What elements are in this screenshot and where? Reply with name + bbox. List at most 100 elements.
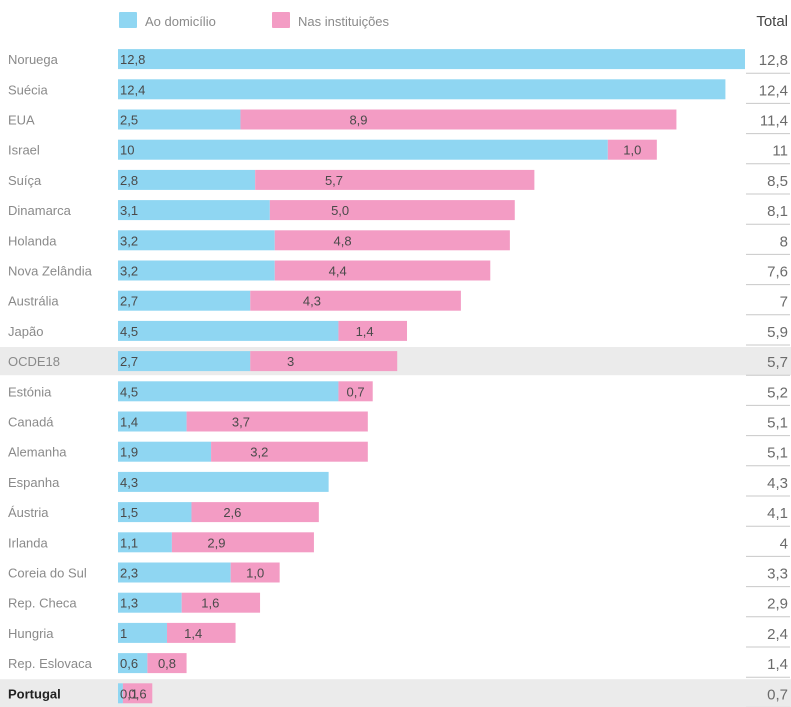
legend-swatch-domicile <box>119 12 137 28</box>
row-hungria: Hungria 1 1,4 2,4 <box>8 622 790 648</box>
value-label-institutions-hungria: 1,4 <box>184 626 202 641</box>
value-label-institutions-rep-eslovaca: 0,8 <box>158 656 176 671</box>
bar-domicile-suica <box>118 169 256 190</box>
category-label-portugal: Portugal <box>8 686 61 701</box>
bar-institutions-dinamarca <box>269 200 515 221</box>
row-austria: Áustria 1,5 2,6 4,1 <box>8 502 790 527</box>
category-label-irlanda: Irlanda <box>8 535 49 550</box>
value-label-domicile-noruega: 12,8 <box>120 52 145 67</box>
total-value-suecia: 12,4 <box>759 82 788 99</box>
bar-domicile-austria <box>118 502 192 523</box>
bar-domicile-noruega <box>118 49 745 70</box>
category-label-rep-eslovaca: Rep. Eslovaca <box>8 656 93 671</box>
row-suecia: Suécia 12,4 12,4 <box>8 79 790 104</box>
bar-domicile-rep-eslovaca <box>118 653 148 674</box>
bar-domicile-suecia <box>118 79 726 100</box>
bar-institutions-canada <box>186 411 368 432</box>
value-label-domicile-rep-eslovaca: 0,6 <box>120 656 138 671</box>
row-rep-eslovaca: Rep. Eslovaca 0,6 0,8 1,4 <box>8 653 790 678</box>
total-value-ocde18: 5,7 <box>767 354 788 371</box>
bar-domicile-holanda <box>118 230 275 251</box>
value-label-institutions-austria: 2,6 <box>223 505 241 520</box>
category-label-israel: Israel <box>8 143 40 158</box>
value-label-institutions-israel: 1,0 <box>623 143 641 158</box>
value-label-domicile-japao: 4,5 <box>120 324 138 339</box>
category-label-austria: Áustria <box>8 505 49 520</box>
category-label-rep-checa: Rep. Checa <box>8 596 77 611</box>
total-value-rep-checa: 2,9 <box>767 596 788 613</box>
row-dinamarca: Dinamarca 3,1 5,0 8,1 <box>8 200 790 225</box>
value-label-domicile-israel: 10 <box>120 143 134 158</box>
total-value-eua: 11,4 <box>760 113 788 130</box>
total-value-nova-zelandia: 7,6 <box>767 264 788 281</box>
total-value-alemanha: 5,1 <box>767 445 788 462</box>
value-label-domicile-rep-checa: 1,3 <box>120 596 138 611</box>
category-label-suecia: Suécia <box>8 82 49 97</box>
row-eua: EUA 2,5 8,9 11,4 <box>8 109 790 135</box>
legend: Ao domicílio Nas instituições Total <box>119 12 788 30</box>
bar-institutions-alemanha <box>211 441 368 462</box>
value-label-domicile-suecia: 12,4 <box>120 82 145 97</box>
total-value-rep-eslovaca: 1,4 <box>767 656 788 673</box>
bar-institutions-ocde18 <box>250 351 398 372</box>
row-rep-checa: Rep. Checa 1,3 1,6 2,9 <box>8 592 790 618</box>
row-alemanha: Alemanha 1,9 3,2 5,1 <box>8 441 790 467</box>
bar-institutions-irlanda <box>171 532 314 553</box>
bar-institutions-portugal <box>122 683 153 704</box>
bar-domicile-estonia <box>118 381 339 402</box>
value-label-domicile-estonia: 4,5 <box>120 384 138 399</box>
bar-institutions-eua <box>240 109 677 130</box>
legend-swatch-institutions <box>272 12 290 28</box>
total-value-holanda: 8 <box>780 233 788 250</box>
total-value-australia: 7 <box>780 294 788 311</box>
bar-institutions-austria <box>191 502 319 523</box>
total-value-austria: 4,1 <box>767 505 788 522</box>
category-label-japao: Japão <box>8 324 43 339</box>
total-value-suica: 8,5 <box>767 173 788 190</box>
row-canada: Canadá 1,4 3,7 5,1 <box>8 411 790 437</box>
value-label-domicile-australia: 2,7 <box>120 294 138 309</box>
bar-domicile-israel <box>118 139 608 160</box>
total-value-portugal: 0,7 <box>767 686 788 703</box>
row-espanha: Espanha 4,3 4,3 <box>8 471 790 497</box>
value-label-institutions-australia: 4,3 <box>303 294 321 309</box>
value-label-domicile-portugal: 0,1 <box>120 686 138 701</box>
category-label-estonia: Estónia <box>8 384 52 399</box>
bar-domicile-espanha <box>118 471 329 492</box>
bar-institutions-israel <box>607 139 657 160</box>
bar-domicile-coreia-do-sul <box>118 562 231 583</box>
value-label-institutions-canada: 3,7 <box>232 415 250 430</box>
bar-domicile-canada <box>118 411 187 432</box>
value-label-domicile-holanda: 3,2 <box>120 233 138 248</box>
value-label-domicile-irlanda: 1,1 <box>120 535 138 550</box>
category-label-alemanha: Alemanha <box>8 445 67 460</box>
value-label-institutions-dinamarca: 5,0 <box>331 203 349 218</box>
category-label-holanda: Holanda <box>8 233 57 248</box>
bar-domicile-hungria <box>118 622 167 643</box>
category-label-australia: Austrália <box>8 294 59 309</box>
value-label-domicile-canada: 1,4 <box>120 415 138 430</box>
row-israel: Israel 10 1,0 11 <box>8 139 790 165</box>
category-label-dinamarca: Dinamarca <box>8 203 72 218</box>
bar-domicile-irlanda <box>118 532 172 553</box>
bar-institutions-suica <box>255 169 535 190</box>
total-value-espanha: 4,3 <box>767 475 788 492</box>
value-label-institutions-alemanha: 3,2 <box>250 445 268 460</box>
category-label-nova-zelandia: Nova Zelândia <box>8 264 93 279</box>
bar-institutions-rep-eslovaca <box>147 653 187 674</box>
value-label-domicile-ocde18: 2,7 <box>120 354 138 369</box>
value-label-institutions-portugal: 0,6 <box>129 686 147 701</box>
category-label-coreia-do-sul: Coreia do Sul <box>8 566 87 581</box>
bar-domicile-eua <box>118 109 241 130</box>
category-label-eua: EUA <box>8 113 35 128</box>
value-label-institutions-japao: 1,4 <box>356 324 374 339</box>
bar-domicile-portugal <box>118 683 123 704</box>
row-irlanda: Irlanda 1,1 2,9 4 <box>8 532 790 557</box>
total-value-dinamarca: 8,1 <box>767 203 788 220</box>
value-label-domicile-dinamarca: 3,1 <box>120 203 138 218</box>
row-estonia: Estónia 4,5 0,7 5,2 <box>8 381 790 406</box>
bar-domicile-australia <box>118 290 251 311</box>
total-value-irlanda: 4 <box>780 535 788 552</box>
bar-institutions-holanda <box>274 230 510 251</box>
